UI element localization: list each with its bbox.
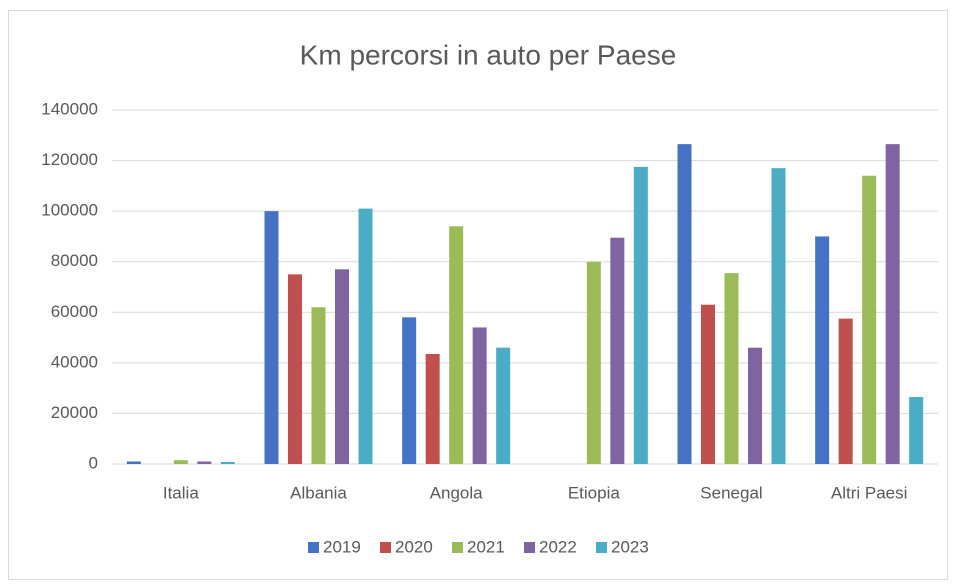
legend-swatch xyxy=(596,542,607,553)
y-tick-label: 120000 xyxy=(41,150,98,169)
bar xyxy=(335,269,349,464)
legend-swatch xyxy=(308,542,319,553)
legend-swatch xyxy=(452,542,463,553)
bar xyxy=(724,273,739,464)
bar xyxy=(815,236,830,464)
x-tick-label: Angola xyxy=(430,483,483,502)
bar xyxy=(126,461,141,464)
y-tick-label: 80000 xyxy=(51,251,98,270)
chart-title: Km percorsi in auto per Paese xyxy=(300,39,677,70)
x-tick-label: Senegal xyxy=(700,483,762,502)
legend-label: 2019 xyxy=(323,537,361,556)
x-tick-label: Etiopia xyxy=(568,483,621,502)
bar xyxy=(838,318,853,464)
bar xyxy=(909,396,924,464)
y-tick-label: 0 xyxy=(89,453,98,472)
legend-label: 2020 xyxy=(395,537,433,556)
bar xyxy=(701,304,715,464)
legend-label: 2021 xyxy=(467,537,505,556)
bar xyxy=(173,460,188,464)
bar xyxy=(220,461,235,464)
bar xyxy=(425,354,440,464)
bar xyxy=(586,261,601,464)
bar xyxy=(677,144,692,464)
chart-border xyxy=(8,10,948,580)
bar xyxy=(862,175,877,464)
bar xyxy=(633,166,648,464)
legend-label: 2022 xyxy=(539,537,577,556)
x-tick-label: Albania xyxy=(290,483,347,502)
y-tick-label: 100000 xyxy=(41,201,98,220)
x-tick-label: Altri Paesi xyxy=(831,483,908,502)
bar xyxy=(885,144,900,464)
bar xyxy=(197,461,212,464)
bar xyxy=(610,237,625,464)
bar xyxy=(748,347,762,464)
bar xyxy=(288,274,302,464)
legend-swatch xyxy=(524,542,535,553)
bar xyxy=(472,327,487,464)
x-tick-label: Italia xyxy=(163,483,199,502)
y-tick-label: 40000 xyxy=(51,352,98,371)
bar xyxy=(496,347,511,464)
y-tick-label: 20000 xyxy=(51,403,98,422)
y-tick-label: 60000 xyxy=(51,302,98,321)
bar xyxy=(358,208,373,464)
legend-label: 2023 xyxy=(611,537,649,556)
bar xyxy=(402,317,417,464)
legend-swatch xyxy=(380,542,391,553)
bar xyxy=(264,211,279,464)
y-tick-label: 140000 xyxy=(41,99,98,118)
bar xyxy=(449,226,464,464)
bar xyxy=(311,307,326,464)
bar xyxy=(771,168,786,464)
